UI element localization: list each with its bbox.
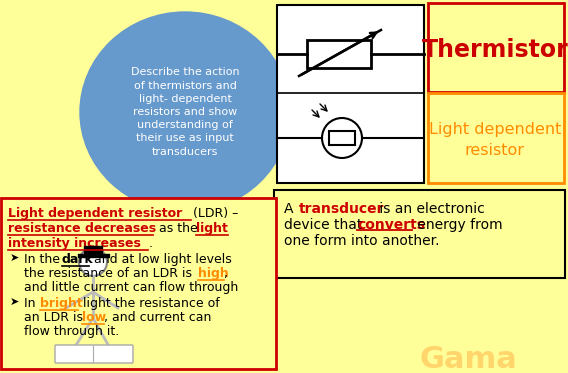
Text: device that: device that xyxy=(284,218,367,232)
Text: dark: dark xyxy=(62,253,94,266)
Text: Light dependent resistor: Light dependent resistor xyxy=(8,207,182,220)
Text: an LDR is: an LDR is xyxy=(24,311,87,324)
FancyBboxPatch shape xyxy=(274,190,565,278)
FancyBboxPatch shape xyxy=(428,3,564,92)
Circle shape xyxy=(79,248,107,276)
Text: transducer: transducer xyxy=(299,202,385,216)
FancyBboxPatch shape xyxy=(1,198,276,369)
Text: bright: bright xyxy=(40,297,83,310)
Text: A: A xyxy=(284,202,298,216)
Text: the resistance of an LDR is: the resistance of an LDR is xyxy=(24,267,196,280)
FancyBboxPatch shape xyxy=(55,345,133,363)
Text: Gama: Gama xyxy=(419,345,517,373)
Text: and little current can flow through: and little current can flow through xyxy=(24,281,238,294)
Text: ➤: ➤ xyxy=(10,297,19,307)
Text: light: light xyxy=(196,222,228,235)
Text: flow through it.: flow through it. xyxy=(24,325,119,338)
Text: Light dependent
resistor: Light dependent resistor xyxy=(429,122,561,158)
Text: ,: , xyxy=(224,267,228,280)
Text: resistance decreases: resistance decreases xyxy=(8,222,156,235)
Text: intensity increases: intensity increases xyxy=(8,237,141,250)
Text: Thermistor: Thermistor xyxy=(421,38,568,62)
Text: energy from: energy from xyxy=(413,218,503,232)
Text: as the: as the xyxy=(155,222,202,235)
Text: one form into another.: one form into another. xyxy=(284,234,440,248)
Circle shape xyxy=(322,118,362,158)
Bar xyxy=(329,131,355,145)
Text: high: high xyxy=(198,267,229,280)
FancyBboxPatch shape xyxy=(428,93,564,183)
Bar xyxy=(307,40,371,68)
Polygon shape xyxy=(100,188,158,232)
Text: light the resistance of: light the resistance of xyxy=(79,297,220,310)
Text: .: . xyxy=(149,237,153,250)
Text: ➤: ➤ xyxy=(10,253,19,263)
Text: is an electronic: is an electronic xyxy=(375,202,485,216)
Text: (LDR) –: (LDR) – xyxy=(193,207,239,220)
Text: low: low xyxy=(82,311,106,324)
Text: In: In xyxy=(24,297,40,310)
Text: and at low light levels: and at low light levels xyxy=(90,253,232,266)
FancyBboxPatch shape xyxy=(277,5,424,183)
Text: , and current can: , and current can xyxy=(104,311,211,324)
Text: Describe the action
of thermistors and
light- dependent
resistors and show
under: Describe the action of thermistors and l… xyxy=(131,68,239,157)
Text: In the: In the xyxy=(24,253,64,266)
Text: converts: converts xyxy=(357,218,425,232)
Ellipse shape xyxy=(80,12,290,212)
